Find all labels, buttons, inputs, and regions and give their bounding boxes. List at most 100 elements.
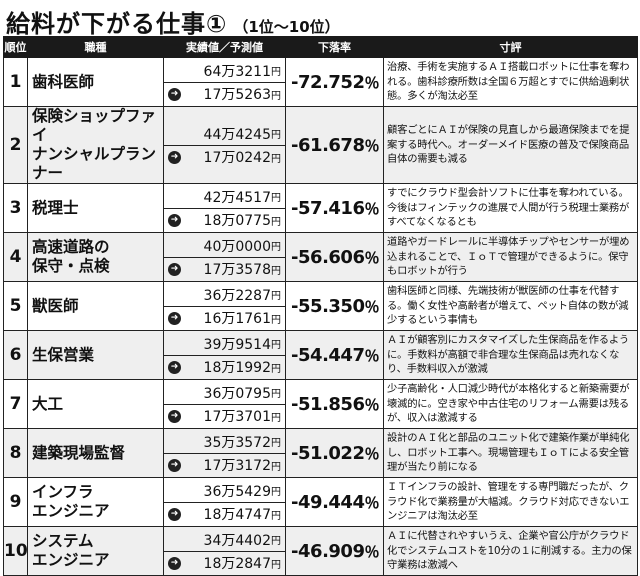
forecast-value: ➜ 17万5263 円 (164, 83, 285, 105)
table-row: 4 高速道路の 保守・点検 40万0000 円 ➜ 17万3578 円 -56.606％ 道路や… (3, 232, 638, 282)
yen-unit: 円 (271, 363, 281, 375)
arrow-right-icon: ➜ (168, 409, 181, 423)
drop-value: -56.606 (291, 246, 365, 268)
job-name: 保険ショップファイ ナンシャルプランナー (27, 106, 164, 184)
actual-value: 64万3211 円 (164, 59, 285, 83)
forecast-amount: 17万5263 (203, 87, 271, 103)
values-cell: 35万3572 円 ➜ 17万3172 円 (163, 428, 286, 478)
job-name: 高速道路の 保守・点検 (27, 232, 164, 282)
arrow-right-icon: ➜ (168, 507, 181, 521)
yen-unit: 円 (271, 487, 281, 498)
ranking-table: 順位 職種 実績値／予測値 下落率 寸評 1 歯科医師 64万3211 円 ➜ 17万52… (3, 36, 638, 576)
job-name: 建築現場監督 (27, 428, 164, 478)
forecast-amount: 18万0775 (203, 213, 271, 229)
forecast-value: ➜ 17万0242 円 (164, 146, 285, 168)
drop-value: -57.416 (291, 197, 365, 219)
actual-value: 39万9514 円 (164, 332, 285, 356)
actual-amount: 42万4517 (203, 189, 271, 206)
yen-unit: 円 (271, 389, 281, 400)
yen-unit: 円 (271, 340, 281, 351)
forecast-value: ➜ 17万3701 円 (164, 405, 285, 427)
percent-unit: ％ (364, 297, 379, 316)
drop-value: -46.909 (291, 540, 365, 562)
values-cell: 64万3211 円 ➜ 17万5263 円 (163, 57, 286, 107)
values-cell: 42万4517 円 ➜ 18万0775 円 (163, 183, 286, 233)
table-header-row: 順位 職種 実績値／予測値 下落率 寸評 (3, 36, 638, 58)
comment-cell: ＩＴインフラの設計、管理をする専門職だったが、クラウド化で業務量が大幅減。クラウ… (383, 477, 638, 527)
percent-unit: ％ (364, 346, 379, 365)
yen-unit: 円 (271, 438, 281, 449)
forecast-amount: 17万3578 (203, 262, 271, 278)
table-row: 10 システム エンジニア 34万4402 円 ➜ 18万2847 円 -46.909％ ＡＩに… (3, 526, 638, 576)
yen-unit: 円 (271, 242, 281, 253)
drop-rate: -72.752％ (285, 57, 384, 107)
comment-cell: 設計のＡＩ化と部品のユニット化で建築作業が単純化し、ロボット工事へ。現場管理もＩ… (383, 428, 638, 478)
percent-unit: ％ (364, 493, 379, 512)
table-row: 9 インフラ エンジニア 36万5429 円 ➜ 18万4747 円 -49.444％ ＩＴイン… (3, 477, 638, 527)
arrow-right-icon: ➜ (168, 458, 181, 472)
actual-value: 34万4402 円 (164, 528, 285, 552)
arrow-right-icon: ➜ (168, 87, 181, 101)
title-sub: （1位～10位） (233, 18, 340, 36)
comment-cell: 歯科医師と同様、先端技術が獣医師の仕事を代替する。働く女性や高齢者が増えて、ペッ… (383, 281, 638, 331)
job-name: 大工 (27, 379, 164, 429)
comment-cell: 道路やガードレールに半導体チップやセンサーが埋め込まれることで、ＩｏＴで管理がで… (383, 232, 638, 282)
job-name: 税理士 (27, 183, 164, 233)
yen-unit: 円 (271, 510, 281, 522)
actual-amount: 39万9514 (203, 336, 271, 353)
forecast-value: ➜ 18万0775 円 (164, 209, 285, 231)
percent-unit: ％ (364, 444, 379, 463)
forecast-amount: 17万3701 (203, 409, 271, 425)
actual-amount: 36万2287 (203, 287, 271, 304)
actual-value: 36万2287 円 (164, 283, 285, 307)
percent-unit: ％ (364, 395, 379, 414)
percent-unit: ％ (364, 199, 379, 218)
table-row: 8 建築現場監督 35万3572 円 ➜ 17万3172 円 -51.022％ 設計のＡＩ化と部… (3, 428, 638, 478)
percent-unit: ％ (364, 136, 379, 155)
yen-unit: 円 (271, 412, 281, 424)
values-cell: 36万5429 円 ➜ 18万4747 円 (163, 477, 286, 527)
job-name: 獣医師 (27, 281, 164, 331)
forecast-value: ➜ 18万2847 円 (164, 552, 285, 574)
rank-cell: 5 (3, 281, 28, 331)
rank-cell: 10 (3, 526, 28, 576)
drop-rate: -55.350％ (285, 281, 384, 331)
forecast-amount: 17万3172 (203, 458, 271, 474)
rank-cell: 2 (3, 106, 28, 184)
rank-cell: 8 (3, 428, 28, 478)
rank-cell: 9 (3, 477, 28, 527)
drop-rate: -46.909％ (285, 526, 384, 576)
values-cell: 39万9514 円 ➜ 18万1992 円 (163, 330, 286, 380)
drop-value: -51.022 (291, 442, 365, 464)
job-name: システム エンジニア (27, 526, 164, 576)
arrow-right-icon: ➜ (168, 262, 181, 276)
actual-amount: 64万3211 (203, 63, 271, 80)
forecast-amount: 18万2847 (203, 556, 271, 572)
actual-amount: 44万4245 (203, 126, 271, 143)
yen-unit: 円 (271, 559, 281, 571)
table-body: 1 歯科医師 64万3211 円 ➜ 17万5263 円 -72.752％ 治療、手術を実施する… (3, 57, 638, 576)
arrow-right-icon: ➜ (168, 311, 181, 325)
forecast-value: ➜ 17万3578 円 (164, 258, 285, 280)
values-cell: 44万4245 円 ➜ 17万0242 円 (163, 106, 286, 184)
yen-unit: 円 (271, 193, 281, 204)
values-cell: 36万0795 円 ➜ 17万3701 円 (163, 379, 286, 429)
arrow-right-icon: ➜ (168, 213, 181, 227)
yen-unit: 円 (271, 291, 281, 302)
table-row: 2 保険ショップファイ ナンシャルプランナー 44万4245 円 ➜ 17万0242 円 -6… (3, 106, 638, 184)
rank-cell: 1 (3, 57, 28, 107)
drop-rate: -56.606％ (285, 232, 384, 282)
actual-amount: 40万0000 (203, 238, 271, 255)
drop-value: -49.444 (291, 491, 365, 513)
drop-value: -55.350 (291, 295, 365, 317)
job-name: インフラ エンジニア (27, 477, 164, 527)
comment-cell: 少子高齢化・人口減少時代が本格化すると新築需要が壊滅的に。空き家や中古住宅のリフ… (383, 379, 638, 429)
table-row: 7 大工 36万0795 円 ➜ 17万3701 円 -51.856％ 少子高齢化・人口減少時代… (3, 379, 638, 429)
actual-value: 35万3572 円 (164, 430, 285, 454)
actual-amount: 34万4402 (203, 532, 271, 549)
yen-unit: 円 (271, 265, 281, 277)
arrow-right-icon: ➜ (168, 150, 181, 164)
forecast-amount: 16万1761 (203, 311, 271, 327)
drop-value: -61.678 (291, 134, 365, 156)
forecast-value: ➜ 18万4747 円 (164, 503, 285, 525)
